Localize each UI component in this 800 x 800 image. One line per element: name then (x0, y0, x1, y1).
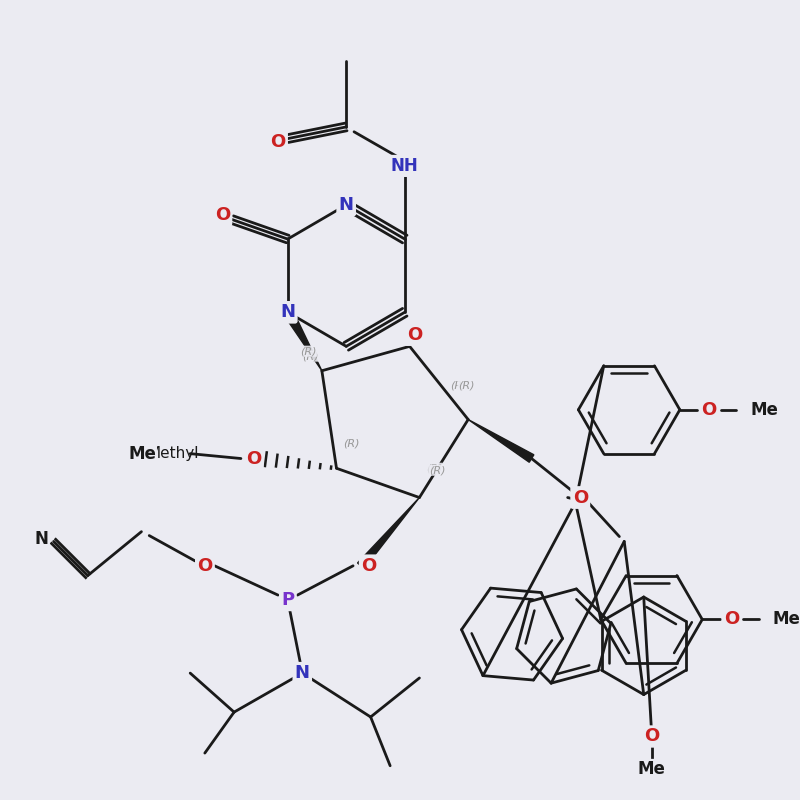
Text: (R): (R) (300, 346, 317, 356)
Text: O: O (361, 557, 376, 575)
Text: O: O (702, 401, 717, 418)
Text: (R): (R) (429, 466, 446, 475)
Text: O: O (246, 450, 262, 467)
Polygon shape (468, 419, 534, 462)
Text: (R): (R) (458, 380, 474, 390)
Text: O: O (197, 557, 213, 575)
Text: O: O (407, 326, 422, 344)
Text: NH: NH (391, 157, 418, 175)
Text: Me: Me (128, 445, 156, 462)
Text: O: O (644, 727, 659, 746)
Polygon shape (289, 318, 322, 370)
Text: O: O (407, 326, 422, 344)
Text: O: O (724, 610, 739, 629)
Text: (R): (R) (343, 439, 359, 449)
Text: (R): (R) (450, 380, 466, 390)
Text: N: N (338, 196, 354, 214)
Text: N: N (34, 530, 48, 547)
Text: (R): (R) (426, 463, 442, 474)
Text: Me: Me (128, 445, 156, 462)
Text: O: O (270, 133, 286, 150)
Text: O: O (724, 610, 739, 629)
Text: Me: Me (638, 760, 666, 778)
Text: O: O (573, 489, 588, 506)
Text: O: O (214, 206, 230, 224)
Text: O: O (361, 557, 376, 575)
Text: P: P (281, 591, 294, 609)
Text: N: N (280, 303, 295, 322)
Text: O: O (702, 401, 717, 418)
Text: O: O (197, 557, 213, 575)
Text: O: O (214, 206, 230, 224)
Text: (R): (R) (343, 439, 359, 449)
Polygon shape (358, 498, 419, 569)
Text: N: N (34, 530, 48, 547)
Text: O: O (573, 489, 588, 506)
Text: Me: Me (750, 401, 778, 418)
Text: P: P (281, 591, 294, 609)
Text: NH: NH (391, 157, 418, 175)
Text: O: O (246, 450, 262, 467)
Text: Methyl: Methyl (148, 446, 199, 461)
Text: Me: Me (773, 610, 800, 629)
Text: O: O (270, 133, 286, 150)
Text: N: N (295, 664, 310, 682)
Text: (R): (R) (302, 351, 318, 361)
Text: N: N (295, 664, 310, 682)
Text: N: N (338, 196, 354, 214)
Text: N: N (280, 303, 295, 322)
